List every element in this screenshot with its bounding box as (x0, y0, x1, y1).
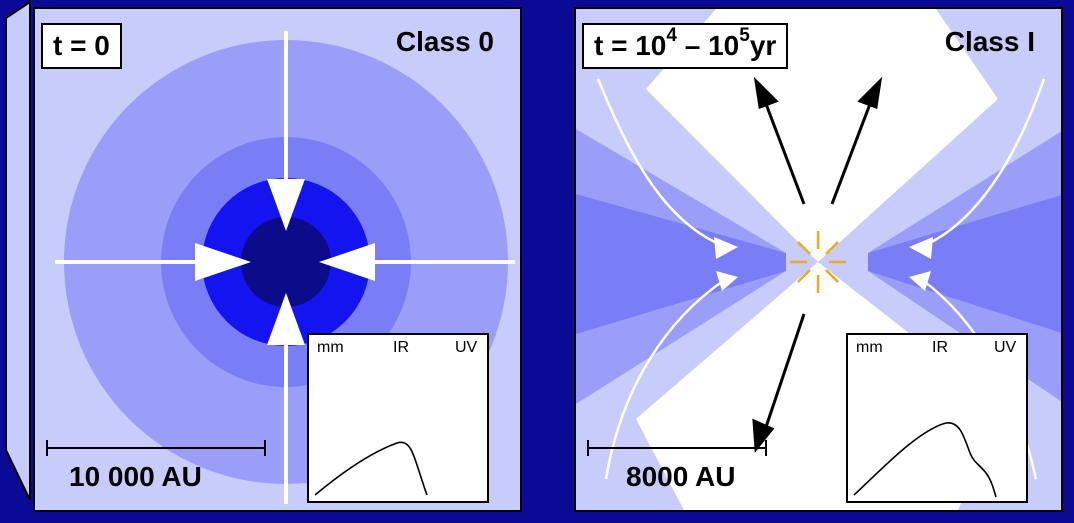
disk-inner-right (868, 195, 1061, 333)
dense-core (241, 217, 331, 307)
scale-label: 8000 AU (626, 461, 736, 492)
time-label-box: t = 104 – 105yr (582, 23, 789, 69)
sed-curve-plot (314, 441, 428, 496)
class-0-panel: t = 0 Class 0 10 000 AU mm IR UV (33, 7, 522, 512)
sed-curve-plot (853, 422, 997, 498)
sed-axis-mm: mm (856, 339, 883, 356)
jet-arrows (752, 76, 883, 453)
scale-bar (46, 440, 266, 456)
sed-axis-ir: IR (393, 339, 409, 356)
protostar (790, 231, 846, 293)
scale-label: 10 000 AU (69, 461, 202, 492)
class-i-panel: t = 104 – 105yr Class I 8000 AU mm IR UV (574, 7, 1063, 512)
time-exponent-2: 5 (739, 25, 750, 46)
time-prefix: t = 10 (594, 30, 667, 61)
disk-inner-left (576, 194, 786, 334)
infall-arrows (55, 31, 515, 504)
class-label: Class I (944, 26, 1035, 57)
outflow-cavity-upper (646, 9, 998, 262)
time-exponent-1: 4 (666, 25, 677, 46)
class-0-envelope-diagram (46, 31, 515, 504)
sed-curve (853, 422, 997, 498)
accretion-arrowheads (714, 237, 933, 291)
scale-bar (587, 440, 767, 456)
time-unit: yr (749, 30, 777, 61)
sed-inset: mm IR UV (846, 333, 1028, 503)
sed-axis-uv: UV (994, 339, 1017, 356)
sed-axis-uv: UV (455, 339, 478, 356)
sed-axis-ir: IR (932, 339, 948, 356)
time-label: t = 0 (53, 30, 110, 61)
class-label: Class 0 (395, 26, 494, 57)
time-label-box: t = 0 (41, 23, 122, 69)
sed-axis-mm: mm (317, 339, 344, 356)
side-wedge-decoration (5, 0, 31, 501)
sed-curve (314, 441, 428, 496)
time-dash: – 10 (676, 30, 740, 61)
sed-inset: mm IR UV (307, 333, 489, 503)
